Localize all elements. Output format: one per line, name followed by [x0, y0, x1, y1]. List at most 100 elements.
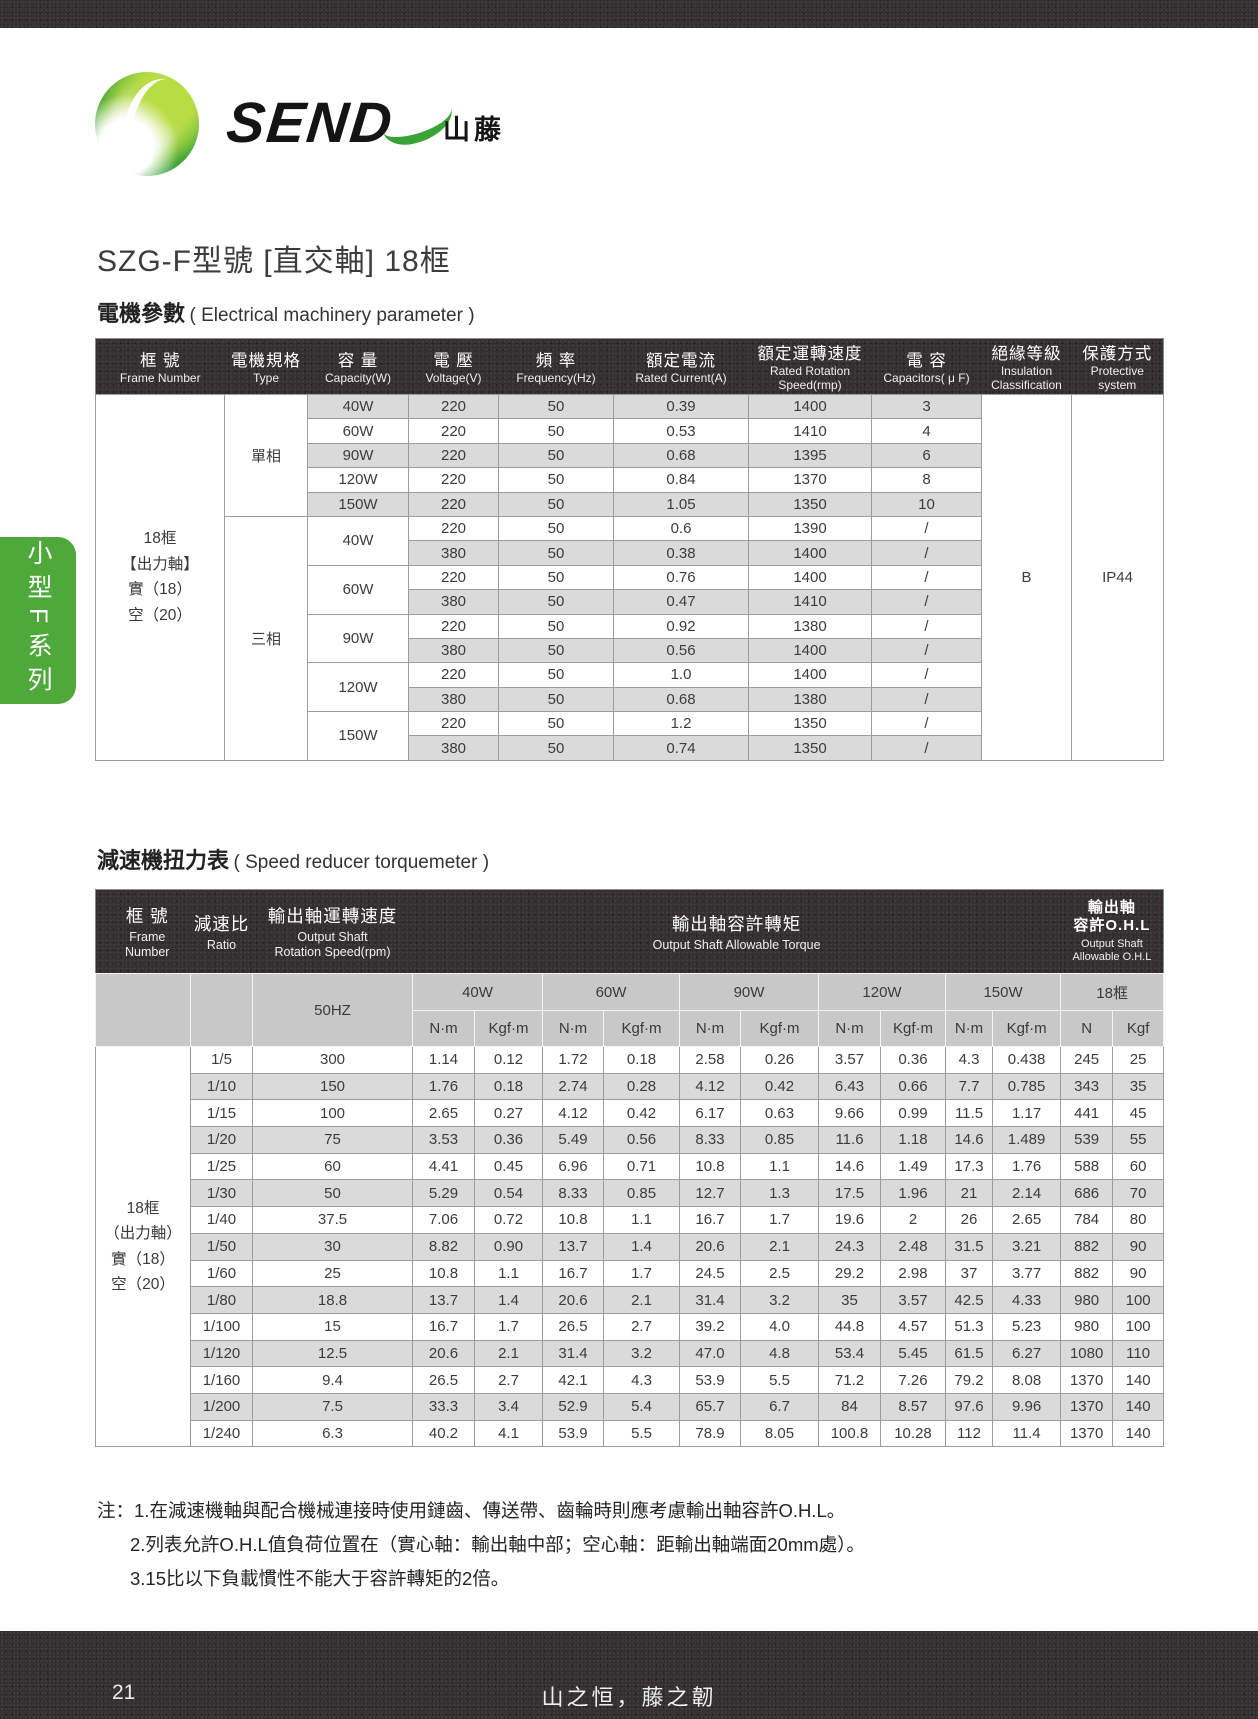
value-cell: 8.08 [991, 1366, 1062, 1394]
value-cell: 1.489 [991, 1126, 1062, 1154]
footer-slogan: 山之恒，藤之韌 [541, 1685, 717, 1710]
value-cell: 980 [1060, 1312, 1114, 1341]
value-cell: 3.2 [603, 1339, 680, 1368]
value-cell: 220 [408, 418, 499, 444]
value-cell: 14.6 [818, 1152, 881, 1181]
value-cell: 35 [1112, 1072, 1165, 1101]
subheader-spacer [190, 973, 253, 1047]
value-cell: 10.8 [679, 1152, 741, 1181]
capacity-cell: 120W [307, 662, 409, 713]
value-cell: 0.54 [474, 1179, 543, 1208]
value-cell: 1350 [748, 735, 872, 761]
value-cell: 220 [408, 393, 499, 420]
table-row: 1/40 37.5 7.06 0.72 10.8 1.1 16.7 1.7 19.6 2 26 2.6… [96, 1206, 1165, 1234]
capacity-cell: 90W [307, 442, 409, 469]
value-cell: / [871, 589, 982, 615]
value-cell: 50 [498, 711, 614, 737]
col-allowable-torque: 輸出軸容許轉矩 Output Shaft Allowable Torque [412, 889, 1061, 974]
value-cell: 7.5 [252, 1392, 413, 1421]
value-cell: 37 [945, 1259, 993, 1288]
value-cell: 35 [818, 1286, 881, 1314]
value-cell: 0.63 [740, 1099, 819, 1128]
value-cell: 1350 [748, 491, 872, 517]
value-cell: 50 [498, 418, 614, 444]
value-cell: 7.26 [880, 1366, 946, 1394]
value-cell: 5.5 [740, 1366, 819, 1394]
value-cell: 42.5 [945, 1286, 993, 1314]
electrical-parameters-table: 框 號 Frame Number 電機規格 Type 容 量 Capacity(W) … [95, 338, 1164, 761]
value-cell: 47.0 [679, 1339, 741, 1368]
note-text: 3.15比以下負載慣性不能大于容許轉矩的2倍。 [130, 1568, 510, 1589]
value-cell: 0.72 [474, 1206, 543, 1234]
value-cell: 1370 [1060, 1392, 1114, 1421]
value-cell: 100 [1112, 1286, 1165, 1314]
value-cell: 1/50 [190, 1232, 253, 1261]
unit-label: Kgf·m [740, 1010, 819, 1047]
col-insulation: 絕緣等級 Insulation Classification [981, 338, 1072, 395]
col-allowable-ohl: 輸出軸 容許O.H.L Output Shaft Allowable O.H.L [1060, 889, 1164, 974]
value-cell: 220 [408, 467, 499, 493]
value-cell: 5.5 [603, 1419, 680, 1448]
value-cell: 0.6 [613, 515, 749, 542]
value-cell: 1/25 [190, 1152, 253, 1181]
value-cell: 0.785 [991, 1072, 1062, 1101]
value-cell: 380 [408, 686, 499, 713]
value-cell: 1.1 [603, 1206, 680, 1234]
value-cell: 53.9 [542, 1419, 604, 1448]
value-cell: 31.4 [542, 1339, 604, 1368]
value-cell: 1370 [1060, 1419, 1114, 1448]
value-cell: 0.92 [613, 613, 749, 639]
value-cell: / [871, 662, 982, 688]
table-row: 1/80 18.8 13.7 1.4 20.6 2.1 31.4 3.2 35 3.57 42.5 4… [96, 1286, 1165, 1314]
value-cell: 0.45 [474, 1152, 543, 1181]
value-cell: 39.2 [679, 1312, 741, 1341]
unit-label: Kgf·m [991, 1010, 1062, 1047]
value-cell: 2.65 [412, 1099, 475, 1128]
value-cell: 10 [871, 491, 982, 517]
value-cell: 40.2 [412, 1419, 475, 1448]
note-text: 2.列表允許O.H.L值負荷位置在（實心軸：輸出軸中部；空心軸：距輸出軸端面20… [130, 1534, 865, 1555]
table-header-row: 框 號 Frame Number 電機規格 Type 容 量 Capacity(W) … [95, 338, 1164, 395]
value-cell: 220 [408, 711, 499, 737]
value-cell: 0.38 [613, 540, 749, 566]
value-cell: 380 [408, 637, 499, 664]
value-cell: 4.12 [542, 1099, 604, 1128]
table-row: 1/120 12.5 20.6 2.1 31.4 3.2 47.0 4.8 53.4 5.45 61… [96, 1339, 1165, 1368]
value-cell: 1/200 [190, 1392, 253, 1421]
value-cell: 100.8 [818, 1419, 881, 1448]
value-cell: 1.76 [991, 1152, 1062, 1181]
value-cell: 17.5 [818, 1179, 881, 1208]
table-row: 1/30 50 5.29 0.54 8.33 0.85 12.7 1.3 17.5 1.96 21 2… [96, 1179, 1165, 1208]
value-cell: 220 [408, 613, 499, 639]
table-row: 150W 220 50 1.2 1350/ [96, 711, 1164, 761]
value-cell: 79.2 [945, 1366, 993, 1394]
unit-label: N·m [679, 1010, 741, 1047]
capacity-cell: 40W [307, 515, 409, 566]
value-cell: 8.05 [740, 1419, 819, 1448]
value-cell: 1/5 [190, 1046, 253, 1074]
value-cell: 1.1 [740, 1152, 819, 1181]
value-cell: 1.17 [991, 1099, 1062, 1128]
value-cell: 1400 [748, 564, 872, 591]
globe-icon [95, 72, 199, 176]
value-cell: 140 [1112, 1392, 1165, 1421]
value-cell: 380 [408, 540, 499, 566]
unit-label: N [1060, 1010, 1114, 1047]
value-cell: 20.6 [679, 1232, 741, 1261]
value-cell: 4.8 [740, 1339, 819, 1368]
value-cell: 5.4 [603, 1392, 680, 1421]
power-col-label: 120W [818, 973, 946, 1011]
value-cell: 1/120 [190, 1339, 253, 1368]
brand-logo: SEND 山藤 [95, 72, 575, 182]
col-voltage: 電 壓 Voltage(V) [408, 338, 499, 395]
table-row: 60W 220 50 0.53 1410 4 [96, 418, 1164, 444]
value-cell: 6.3 [252, 1419, 413, 1448]
value-cell: 51.3 [945, 1312, 993, 1341]
value-cell: 1.7 [740, 1206, 819, 1234]
value-cell: 1410 [748, 589, 872, 615]
value-cell: 2.48 [880, 1232, 946, 1261]
notes-block: 注： 1.在減速機軸與配合機械連接時使用鏈齒、傳送帶、齒輪時則應考慮輸出軸容許O… [97, 1494, 865, 1596]
frame-label-cell: 18框 【出力軸】 實（18） 空（20） [95, 394, 225, 761]
value-cell: 15 [252, 1312, 413, 1341]
value-cell: 70 [1112, 1179, 1165, 1208]
